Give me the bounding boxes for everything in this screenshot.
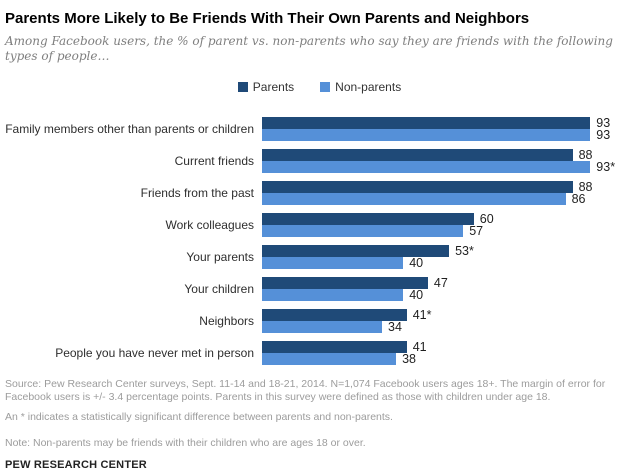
category-label: Neighbors bbox=[199, 313, 254, 328]
chart-row: Current friends 88 93* bbox=[5, 149, 634, 174]
bar-line: 34 bbox=[262, 321, 634, 333]
parents-value-label: 88 bbox=[578, 148, 593, 162]
bar-group: 88 93* bbox=[262, 149, 634, 173]
non-parents-swatch-icon bbox=[320, 82, 331, 92]
non-parents-bar bbox=[262, 193, 566, 205]
chart-row: Work colleagues 60 57 bbox=[5, 213, 634, 238]
bar-line: 86 bbox=[262, 193, 634, 205]
category-label: Family members other than parents or chi… bbox=[5, 121, 254, 136]
non-parents-bar bbox=[262, 129, 591, 141]
bar-line: 41* bbox=[262, 309, 634, 321]
parents-bar bbox=[262, 181, 573, 193]
parents-bar bbox=[262, 149, 573, 161]
chart-legend: Parents Non-parents bbox=[5, 80, 634, 94]
significance-text: An * indicates a statistically significa… bbox=[5, 411, 393, 423]
category-label: Your children bbox=[184, 281, 254, 296]
bar-line: 40 bbox=[262, 289, 634, 301]
bar-line: 88 bbox=[262, 149, 634, 161]
chart-row: Family members other than parents or chi… bbox=[5, 117, 634, 142]
non-parents-value-label: 38 bbox=[402, 352, 416, 366]
non-parents-bar bbox=[262, 321, 382, 333]
chart-row: Friends from the past 88 86 bbox=[5, 181, 634, 206]
bar-line: 57 bbox=[262, 225, 634, 237]
non-parents-bar bbox=[262, 353, 397, 365]
bar-line: 47 bbox=[262, 277, 634, 289]
bar-line: 93* bbox=[262, 161, 634, 173]
parents-bar bbox=[262, 213, 474, 225]
category-label: Work colleagues bbox=[165, 217, 255, 232]
legend-label-non-parents: Non-parents bbox=[335, 80, 402, 94]
parents-value-label: 60 bbox=[479, 212, 494, 226]
bar-chart: Family members other than parents or chi… bbox=[5, 117, 634, 366]
legend-item-parents: Parents bbox=[237, 80, 295, 94]
parents-bar bbox=[262, 117, 591, 129]
bar-line: 93 bbox=[262, 117, 634, 129]
non-parents-bar bbox=[262, 289, 404, 301]
note-text: Note: Non-parents may be friends with th… bbox=[5, 437, 366, 449]
non-parents-bar bbox=[262, 257, 404, 269]
bar-line: 41 bbox=[262, 341, 634, 353]
non-parents-value-label: 57 bbox=[469, 224, 484, 238]
bar-line: 60 bbox=[262, 213, 634, 225]
chart-row: Neighbors 41* 34 bbox=[5, 309, 634, 334]
non-parents-value-label: 93 bbox=[596, 128, 611, 142]
parents-value-label: 53* bbox=[455, 244, 474, 258]
non-parents-value-label: 86 bbox=[571, 192, 586, 206]
parents-value-label: 88 bbox=[578, 180, 593, 194]
parents-bar bbox=[262, 341, 407, 353]
bar-line: 93 bbox=[262, 129, 634, 141]
category-label: Current friends bbox=[174, 153, 254, 168]
chart-row: People you have never met in person 41 38 bbox=[5, 341, 634, 366]
chart-footer: Source: Pew Research Center surveys, Sep… bbox=[5, 378, 634, 450]
category-label: Friends from the past bbox=[140, 185, 254, 200]
category-label: Your parents bbox=[186, 249, 254, 264]
pew-research-center-brand: PEW RESEARCH CENTER bbox=[5, 459, 147, 471]
bar-group: 41 38 bbox=[262, 341, 634, 365]
source-text: Source: Pew Research Center surveys, Sep… bbox=[5, 378, 606, 403]
parents-bar bbox=[262, 245, 450, 257]
bar-line: 40 bbox=[262, 257, 634, 269]
chart-subtitle: Among Facebook users, the % of parent vs… bbox=[5, 34, 613, 63]
parents-value-label: 47 bbox=[433, 276, 448, 290]
chart-title: Parents More Likely to Be Friends With T… bbox=[5, 10, 530, 27]
parents-swatch-icon bbox=[237, 82, 248, 92]
bar-group: 93 93 bbox=[262, 117, 634, 141]
parents-bar bbox=[262, 309, 407, 321]
parents-value-label: 93 bbox=[596, 116, 611, 130]
non-parents-value-label: 34 bbox=[388, 320, 402, 334]
bar-group: 53* 40 bbox=[262, 245, 634, 269]
bar-group: 88 86 bbox=[262, 181, 634, 205]
non-parents-value-label: 40 bbox=[409, 288, 424, 302]
bar-line: 88 bbox=[262, 181, 634, 193]
bar-group: 47 40 bbox=[262, 277, 634, 301]
non-parents-value-label: 93* bbox=[596, 160, 616, 174]
category-label: People you have never met in person bbox=[55, 345, 254, 360]
chart-row: Your children 47 40 bbox=[5, 277, 634, 302]
non-parents-value-label: 40 bbox=[409, 256, 424, 270]
parents-bar bbox=[262, 277, 428, 289]
chart-row: Your parents 53* 40 bbox=[5, 245, 634, 270]
bar-line: 38 bbox=[262, 353, 634, 365]
non-parents-bar bbox=[262, 225, 464, 237]
legend-label-parents: Parents bbox=[252, 80, 295, 94]
bar-group: 60 57 bbox=[262, 213, 634, 237]
bar-line: 53* bbox=[262, 245, 634, 257]
legend-item-non-parents: Non-parents bbox=[320, 80, 401, 94]
parents-value-label: 41* bbox=[412, 308, 432, 322]
parents-value-label: 41 bbox=[412, 340, 427, 354]
bar-group: 41* 34 bbox=[262, 309, 634, 333]
non-parents-bar bbox=[262, 161, 591, 173]
